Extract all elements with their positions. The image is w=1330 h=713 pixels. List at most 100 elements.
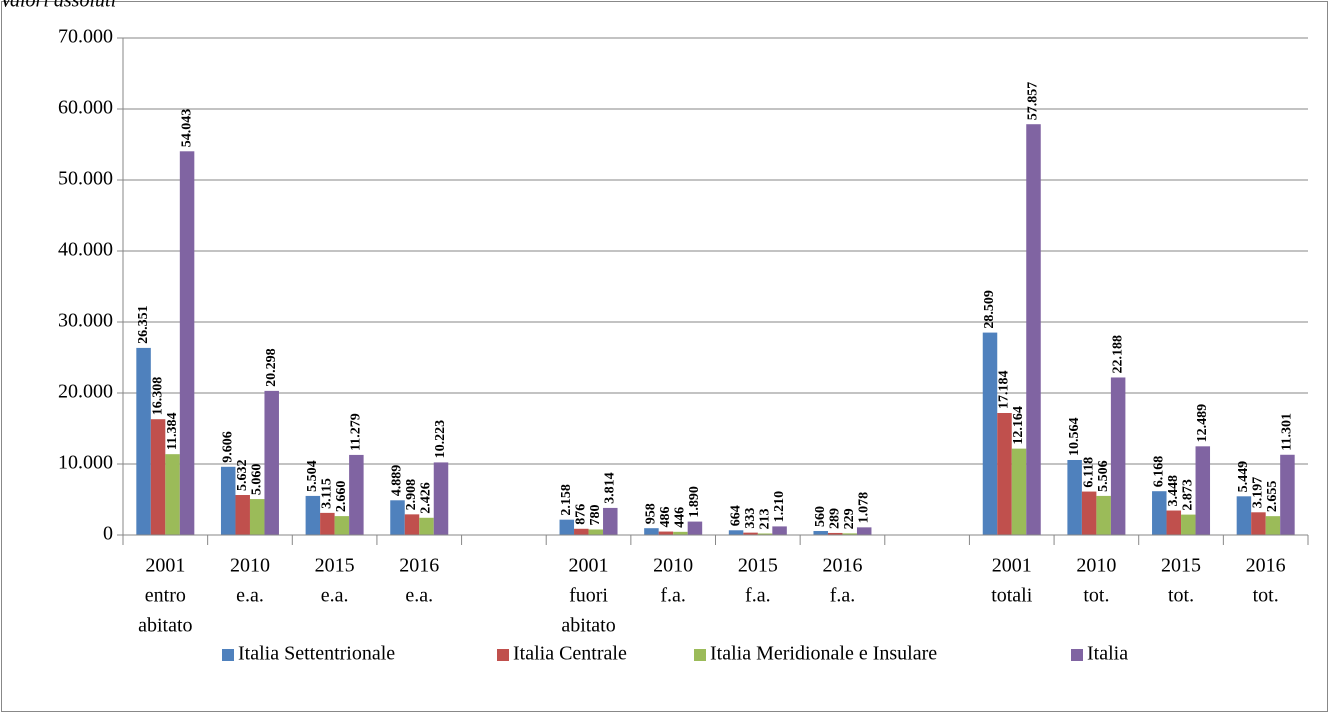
bar bbox=[772, 526, 787, 535]
bar bbox=[559, 519, 575, 535]
bar bbox=[334, 516, 350, 535]
x-tick-label: f.a. bbox=[830, 585, 856, 607]
value-label: 664 bbox=[728, 505, 743, 526]
bar bbox=[658, 531, 674, 535]
y-tick-label: 0 bbox=[103, 523, 113, 545]
x-tick-label: 2001 bbox=[569, 555, 609, 577]
value-label: 11.279 bbox=[349, 413, 364, 451]
y-tick-label: 40.000 bbox=[58, 239, 113, 261]
y-tick-label: 50.000 bbox=[58, 168, 113, 190]
bar bbox=[305, 495, 321, 535]
value-label: 2.660 bbox=[334, 481, 349, 513]
bar bbox=[842, 533, 857, 535]
bar bbox=[1265, 516, 1281, 535]
bar bbox=[235, 495, 250, 535]
x-tick-label: 2015 bbox=[315, 555, 355, 577]
x-tick-label: e.a. bbox=[321, 585, 349, 607]
y-tick-label: 20.000 bbox=[58, 381, 113, 403]
value-label: 2.158 bbox=[559, 484, 574, 516]
bar bbox=[136, 347, 151, 535]
x-tick-label: totali bbox=[991, 585, 1033, 607]
bar bbox=[757, 533, 773, 535]
value-label: 958 bbox=[644, 503, 659, 524]
x-tick-label: 2010 bbox=[1076, 555, 1116, 577]
value-label: 54.043 bbox=[179, 109, 194, 148]
value-label: 3.197 bbox=[1251, 477, 1266, 509]
x-tick-label: 2015 bbox=[738, 555, 778, 577]
value-label: 1.210 bbox=[772, 491, 787, 523]
bar bbox=[320, 512, 335, 535]
bar bbox=[827, 532, 843, 535]
bar bbox=[404, 514, 420, 535]
bar bbox=[743, 532, 758, 535]
bar bbox=[588, 529, 604, 535]
value-label: 5.506 bbox=[1096, 460, 1111, 492]
y-tick-label: 70.000 bbox=[58, 26, 113, 48]
x-tick-label: 2016 bbox=[822, 555, 862, 577]
value-label: 2.873 bbox=[1181, 479, 1196, 511]
value-label: 213 bbox=[757, 508, 772, 529]
bar bbox=[1026, 124, 1041, 535]
bar bbox=[1251, 512, 1266, 535]
bar bbox=[687, 521, 703, 535]
bar bbox=[1166, 510, 1182, 535]
value-label: 20.298 bbox=[264, 348, 279, 387]
bar bbox=[220, 466, 236, 535]
bar bbox=[1096, 495, 1111, 535]
x-tick-label: f.a. bbox=[745, 585, 771, 607]
value-label: 289 bbox=[827, 508, 842, 529]
value-label: 4.889 bbox=[390, 465, 405, 497]
value-label: 5.504 bbox=[305, 460, 320, 492]
bar bbox=[813, 531, 828, 535]
value-label: 5.449 bbox=[1236, 461, 1251, 493]
value-label: 17.184 bbox=[997, 370, 1012, 409]
legend-label: Italia Settentrionale bbox=[238, 643, 395, 665]
value-label: 22.188 bbox=[1110, 335, 1125, 374]
bar bbox=[179, 151, 195, 536]
x-tick-label: e.a. bbox=[236, 585, 264, 607]
value-label: 2.655 bbox=[1265, 481, 1280, 513]
y-tick-label: 10.000 bbox=[58, 452, 113, 474]
value-label: 2.908 bbox=[404, 479, 419, 511]
bar bbox=[433, 462, 449, 535]
value-label: 10.223 bbox=[433, 420, 448, 459]
bar bbox=[349, 454, 364, 535]
value-label: 11.384 bbox=[165, 412, 180, 450]
value-label: 57.857 bbox=[1026, 82, 1041, 121]
value-label: 1.078 bbox=[856, 492, 871, 524]
value-label: 6.168 bbox=[1152, 456, 1167, 488]
value-label: 486 bbox=[658, 507, 673, 528]
bar bbox=[1181, 514, 1196, 535]
value-label: 2.426 bbox=[419, 482, 434, 514]
bar bbox=[264, 390, 279, 535]
value-label: 12.164 bbox=[1011, 406, 1026, 445]
x-tick-label: 2016 bbox=[1246, 555, 1286, 577]
x-tick-label: e.a. bbox=[405, 585, 433, 607]
legend-swatch bbox=[694, 649, 706, 661]
bar bbox=[997, 412, 1012, 535]
value-label: 333 bbox=[743, 508, 758, 529]
bar bbox=[728, 530, 744, 535]
x-tick-label: 2010 bbox=[653, 555, 693, 577]
x-tick-label: 2001 bbox=[992, 555, 1032, 577]
value-label: 26.351 bbox=[136, 305, 151, 344]
bar bbox=[1110, 377, 1126, 535]
bar bbox=[1081, 491, 1097, 535]
bar bbox=[1236, 496, 1252, 535]
x-tick-label: tot. bbox=[1253, 585, 1279, 607]
value-label: 3.448 bbox=[1166, 475, 1181, 507]
value-label: 5.060 bbox=[249, 464, 264, 496]
x-tick-label: 2016 bbox=[399, 555, 439, 577]
value-label: 12.489 bbox=[1195, 404, 1210, 443]
bar bbox=[165, 454, 180, 535]
value-label: 28.509 bbox=[982, 290, 997, 329]
value-label: 560 bbox=[813, 506, 828, 527]
value-label: 876 bbox=[574, 504, 589, 525]
value-label: 3.814 bbox=[603, 472, 618, 504]
x-tick-label: 2015 bbox=[1161, 555, 1201, 577]
value-label: 5.632 bbox=[235, 460, 250, 492]
bar bbox=[982, 332, 998, 535]
bar bbox=[1195, 446, 1211, 535]
value-label: 3.115 bbox=[320, 478, 335, 509]
